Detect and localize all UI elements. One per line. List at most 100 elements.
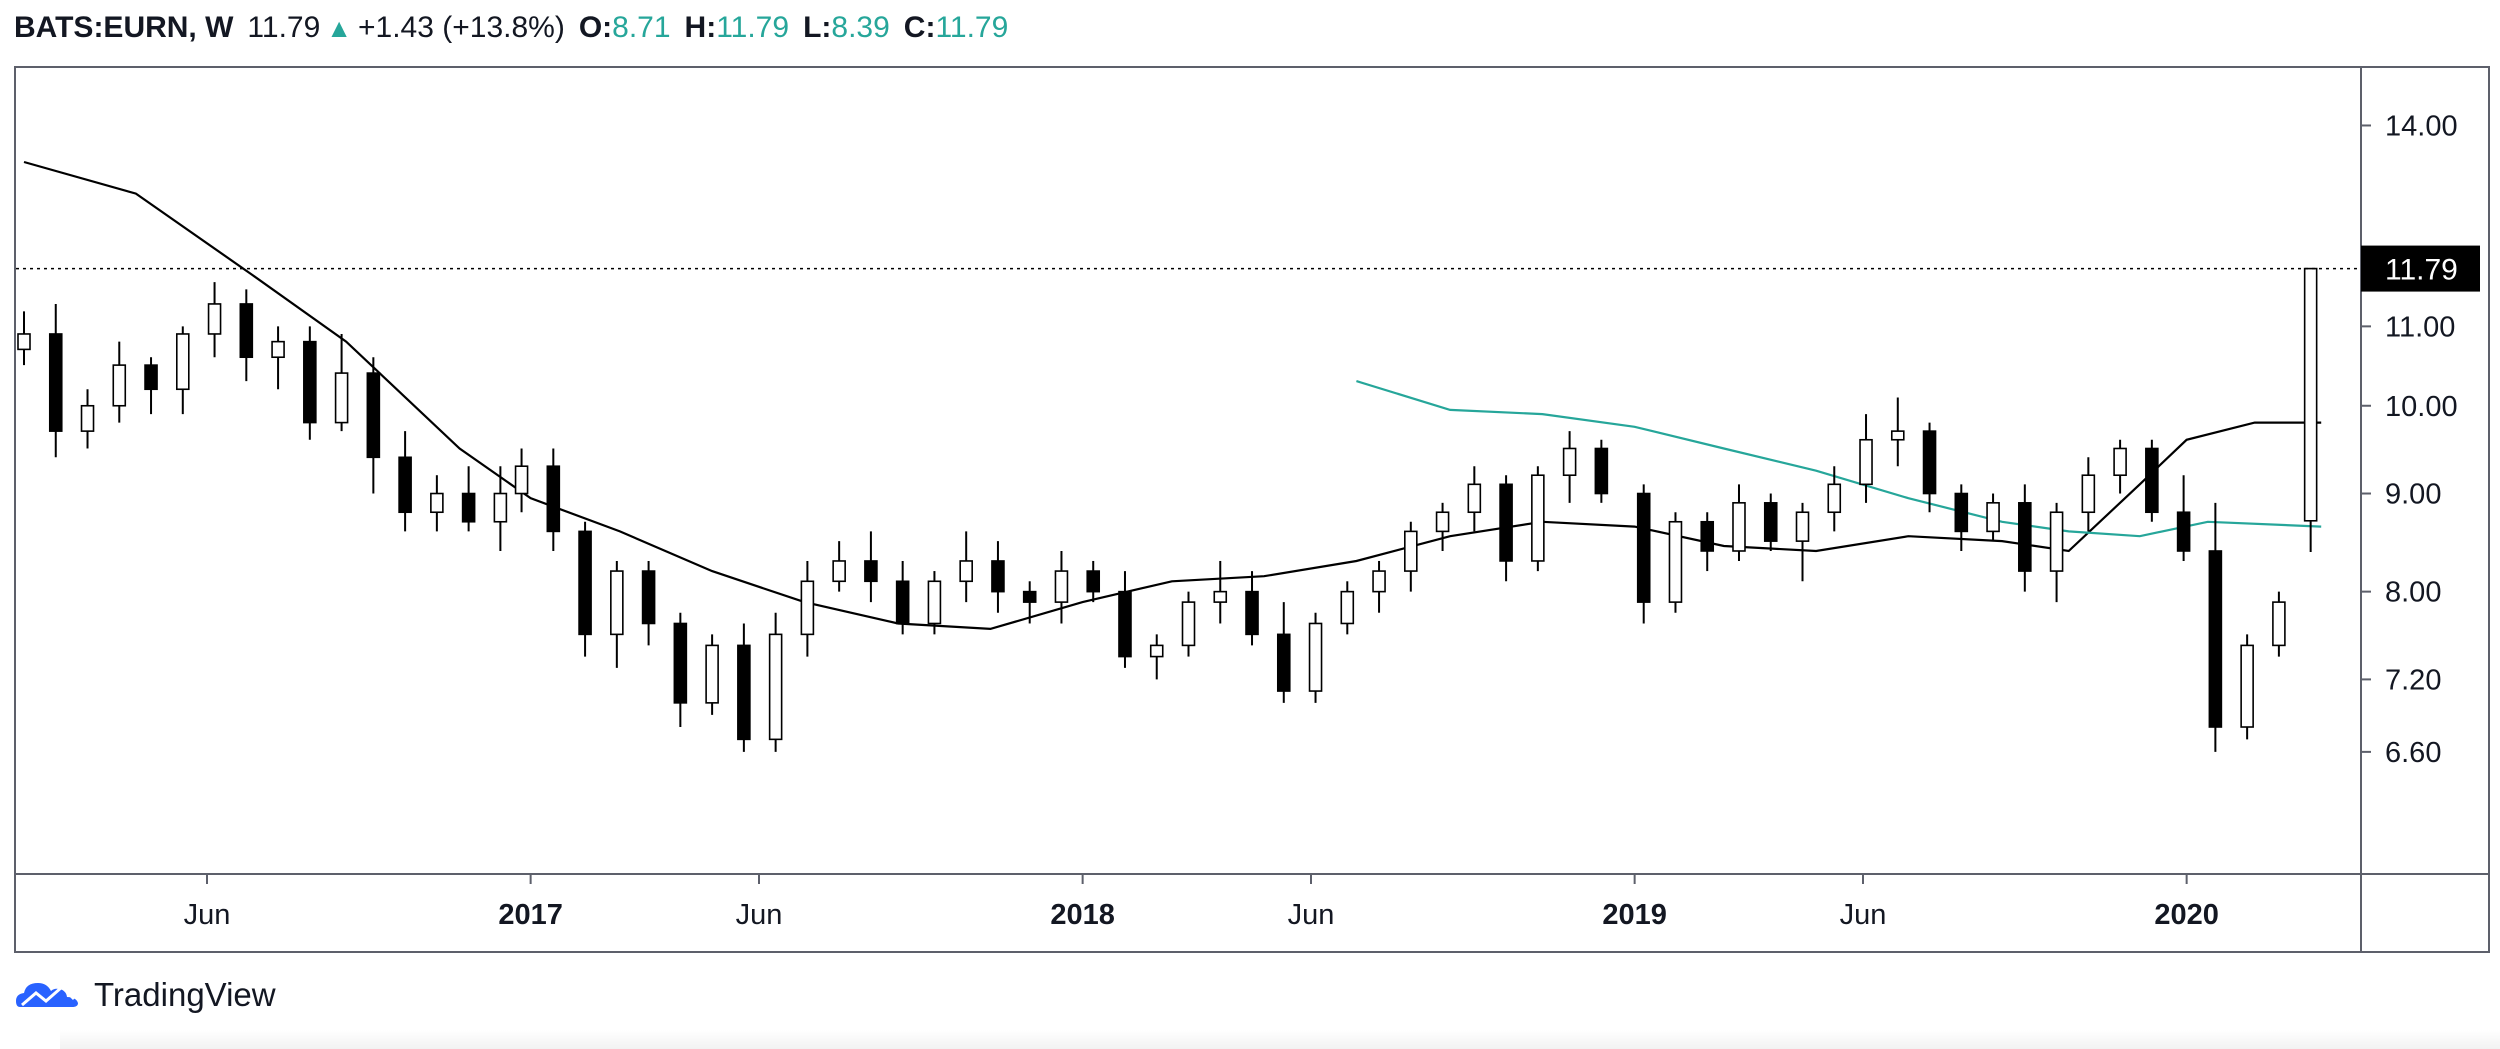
tradingview-cloud-logo-icon[interactable] — [14, 975, 84, 1015]
candle-up — [610, 570, 624, 636]
candle-up — [2049, 511, 2064, 572]
candle-down — [144, 364, 158, 391]
candle-up — [207, 303, 222, 335]
candle-up — [800, 580, 815, 636]
candle-up — [1181, 601, 1196, 647]
candle-down — [895, 580, 910, 625]
low-value: 8.39 — [831, 11, 890, 44]
close-label: C: — [903, 11, 936, 44]
candle-up — [1795, 511, 1810, 542]
candle-up — [1562, 447, 1577, 477]
footer: TradingView — [14, 975, 276, 1015]
candle-up — [2240, 644, 2254, 728]
candle-down — [991, 560, 1005, 593]
candle-up — [768, 633, 783, 741]
candle-up — [1308, 622, 1323, 692]
candle-up — [334, 372, 349, 424]
candle-up — [832, 560, 846, 583]
candle-down — [1954, 492, 1969, 533]
candle-up — [2113, 447, 2127, 477]
candle-up — [1054, 570, 1069, 603]
price-change-value: +1.43 (+13.8%) — [358, 11, 565, 44]
low-label: L: — [803, 11, 832, 44]
candle-down — [1922, 430, 1937, 495]
candle-down — [2176, 511, 2191, 552]
candle-down — [461, 492, 476, 523]
y-tick-label: 11.00 — [2385, 311, 2455, 343]
candle-down — [2208, 550, 2223, 728]
candle-up — [1732, 502, 1746, 552]
candle-up — [17, 333, 31, 351]
candle-down — [1499, 483, 1513, 562]
x-tick-label: 2017 — [498, 899, 563, 931]
triangle-up-icon: ▲ — [326, 12, 353, 43]
candle-down — [1086, 570, 1101, 593]
candle-down — [1276, 633, 1291, 692]
candle-up — [514, 465, 529, 495]
candle-up — [1668, 520, 1683, 603]
candle-up — [1372, 570, 1386, 593]
x-tick-label: Jun — [1288, 899, 1335, 931]
candle-up — [1404, 530, 1418, 572]
y-tick-label: 7.20 — [2385, 664, 2441, 696]
candle-up — [112, 364, 127, 407]
candle-down — [366, 372, 381, 459]
candle-down — [2018, 502, 2032, 572]
candle-up — [2303, 267, 2318, 522]
candle-down — [546, 465, 561, 533]
candle-down — [1700, 520, 1715, 552]
brand-name[interactable]: TradingView — [94, 976, 276, 1013]
x-tick-label: 2018 — [1050, 899, 1115, 931]
chart-container[interactable]: 6.60 7.20 8.00 9.00 10.00 11.00 14.00 Jun 2017 Ju… — [14, 66, 2490, 953]
x-tick-label: Jun — [184, 899, 231, 931]
candle-down — [1763, 502, 1778, 542]
candle-down — [48, 333, 63, 432]
x-tick-label: Jun — [1840, 899, 1887, 931]
candle-up — [1827, 483, 1842, 514]
candle-up — [271, 340, 285, 359]
candle-down — [1022, 590, 1037, 603]
candle-down — [2145, 447, 2159, 514]
candle-down — [673, 622, 688, 704]
candle-down — [303, 340, 317, 424]
candle-up — [493, 492, 508, 523]
candle-down — [1245, 590, 1259, 636]
moving-average-long-line — [23, 160, 2322, 631]
candle-up — [430, 492, 444, 514]
candle-up — [1890, 430, 1905, 441]
y-tick-label: 6.60 — [2385, 737, 2441, 769]
candle-down — [398, 456, 412, 514]
last-price-value: 11.79 — [247, 11, 321, 44]
candle-up — [175, 333, 190, 391]
symbol-label[interactable]: BATS:EURN, W — [14, 11, 234, 44]
candle-down — [239, 303, 254, 359]
candle-up — [2081, 474, 2096, 514]
y-tick-label: 10.00 — [2385, 391, 2458, 423]
price-chart[interactable]: 6.60 7.20 8.00 9.00 10.00 11.00 14.00 Jun 2017 Ju… — [16, 68, 2488, 951]
candle-down — [1118, 590, 1132, 658]
candle-up — [1859, 438, 1873, 486]
y-tick-label: 8.00 — [2385, 577, 2441, 609]
last-price-tag-label: 11.79 — [2385, 254, 2458, 287]
x-tick-label: 2019 — [1602, 899, 1667, 931]
candle-down — [1636, 492, 1651, 603]
candle-up — [959, 560, 973, 583]
x-tick-label: 2020 — [2154, 899, 2219, 931]
high-label: H: — [684, 11, 717, 44]
x-tick-label: Jun — [736, 899, 783, 931]
candle-up — [2272, 601, 2286, 647]
candle-down — [737, 644, 751, 741]
y-tick-label: 9.00 — [2385, 479, 2441, 511]
last-price-tag — [2361, 245, 2480, 292]
candle-up — [1213, 590, 1228, 603]
candle-up — [705, 644, 719, 704]
chart-legend-header: BATS:EURN, W 11.79 ▲ +1.43 (+13.8%) O: 8.… — [14, 6, 1008, 50]
candle-down — [864, 560, 878, 583]
candle-up — [1467, 483, 1482, 514]
candle-up — [1435, 511, 1450, 533]
candle-up — [1340, 590, 1355, 625]
candle-down — [1594, 447, 1609, 495]
open-label: O: — [578, 11, 613, 44]
candle-down — [578, 530, 592, 636]
candle-up — [1149, 644, 1164, 658]
